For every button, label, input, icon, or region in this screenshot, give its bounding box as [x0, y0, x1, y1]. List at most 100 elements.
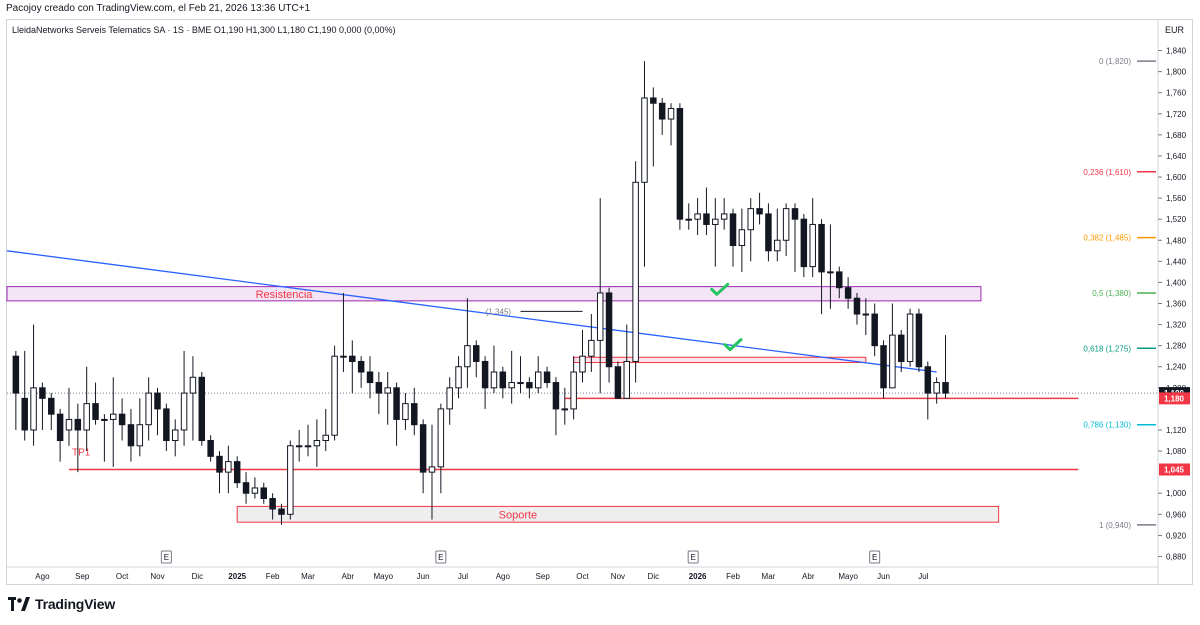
brand-name: TradingView: [35, 596, 116, 612]
time-tick-label-6: Feb: [266, 572, 280, 581]
price-tick-label-5: 1,640: [1166, 152, 1187, 161]
chart-caption: Pacojoy creado con TradingView.com, el F…: [6, 3, 311, 14]
line-label-tp1: TP1: [72, 448, 91, 459]
candle-body-85: [765, 213, 772, 252]
candle-body-101: [906, 313, 914, 362]
candle-body-5: [56, 413, 64, 442]
candle-body-51: [464, 345, 471, 368]
check-icon-0: [710, 282, 730, 296]
price-badge-1: [1159, 392, 1190, 405]
candle-body-46: [419, 424, 427, 473]
candle-body-71: [641, 97, 648, 183]
candle-body-99: [889, 334, 896, 389]
time-tick-label-8: Abr: [342, 572, 355, 581]
earnings-marker-1: [435, 550, 447, 564]
candle-body-27: [251, 487, 259, 494]
candle-body-29: [269, 497, 276, 510]
candle-body-36: [331, 355, 338, 436]
price-tick-label-17: 1,120: [1166, 426, 1187, 435]
price-tick-label-18: 1,080: [1166, 447, 1187, 456]
candle-body-65: [588, 339, 595, 357]
earnings-label-2: E: [691, 553, 696, 562]
price-tick-label-19: 1,000: [1166, 489, 1187, 498]
brand: TradingView: [8, 596, 115, 612]
candle-body-98: [880, 345, 887, 389]
candle-body-17: [163, 408, 170, 442]
candle-body-21: [198, 376, 206, 442]
candle-body-82: [738, 229, 746, 247]
candle-body-28: [260, 487, 268, 499]
earnings-marker-3: [869, 550, 881, 564]
earnings-label-3: E: [872, 553, 877, 562]
candle-body-75: [676, 108, 684, 220]
candle-body-25: [233, 461, 241, 484]
earnings-marker-0: [160, 550, 172, 564]
candle-body-30: [278, 508, 285, 515]
candle-body-15: [145, 392, 152, 426]
candle-body-74: [667, 108, 675, 120]
fib-label-1: 0,236 (1,610): [1083, 168, 1131, 177]
candle-body-14: [136, 424, 144, 447]
zone-label-soporte: Soporte: [499, 509, 538, 521]
candle-body-62: [561, 408, 569, 411]
candle-body-73: [658, 102, 666, 120]
earnings-label-1: E: [438, 553, 443, 562]
candle-body-78: [703, 213, 710, 225]
price-tick-label-9: 1,480: [1166, 236, 1187, 245]
candle-body-13: [127, 424, 135, 447]
zone-label-resistencia: Resistencia: [256, 289, 314, 301]
fib-label-4: 0,618 (1,275): [1083, 344, 1131, 353]
candle-body-79: [712, 218, 719, 225]
price-tick-label-6: 1,600: [1166, 173, 1187, 182]
candle-body-83: [747, 208, 754, 231]
marker-label-1345: (1,345): [486, 307, 512, 316]
price-tick-label-8: 1,520: [1166, 215, 1187, 224]
candle-body-16: [154, 392, 161, 410]
price-tick-label-11: 1,400: [1166, 278, 1187, 287]
zones-layer: Resistencia Soporte: [6, 286, 1000, 523]
time-tick-label-1: Sep: [75, 572, 90, 581]
candle-body-10: [101, 418, 108, 421]
price-tick-label-22: 0,880: [1166, 552, 1187, 561]
candle-body-92: [827, 271, 834, 274]
price-tick-label-2: 1,760: [1166, 89, 1187, 98]
candle-body-47: [428, 466, 436, 473]
candle-body-68: [614, 366, 622, 399]
candle-body-54: [490, 371, 498, 389]
zone-box-soporte: [236, 505, 1000, 523]
candle-body-6: [65, 418, 73, 431]
candle-body-52: [473, 345, 480, 362]
candle-body-48: [437, 408, 445, 468]
chart-frame: [6, 19, 1193, 585]
candle-body-11: [110, 413, 117, 420]
candle-body-8: [83, 403, 90, 431]
time-tick-label-19: Mar: [762, 572, 776, 581]
time-tick-label-0: Ago: [35, 572, 50, 581]
candle-body-89: [800, 218, 808, 268]
time-tick-label-7: Mar: [301, 572, 315, 581]
symbol-legend: LleidaNetworks Serveis Telematics SA · 1…: [12, 25, 396, 35]
currency-label[interactable]: EUR: [1165, 25, 1185, 35]
time-axis: Ago Sep Oct Nov Dic 2025 Feb Mar Abr Mayo Jun Jul Ag…: [7, 566, 1158, 581]
time-tick-label-15: Nov: [611, 572, 625, 581]
time-tick-label-12: Ago: [496, 572, 511, 581]
time-tick-label-14: Oct: [576, 572, 589, 581]
time-tick-label-4: Dic: [192, 572, 204, 581]
candle-body-58: [526, 382, 533, 389]
candle-body-91: [818, 223, 825, 273]
fib-label-5: 0,786 (1,130): [1083, 421, 1131, 430]
candle-body-18: [171, 429, 179, 442]
price-tick-label-10: 1,440: [1166, 257, 1187, 266]
time-tick-label-22: Jun: [877, 572, 890, 581]
price-badge-2: [1159, 463, 1190, 476]
candle-body-105: [942, 382, 949, 394]
candle-body-90: [809, 223, 816, 268]
time-tick-label-16: Dic: [648, 572, 660, 581]
price-tick-label-0: 1,840: [1166, 47, 1187, 56]
candle-body-102: [915, 313, 923, 368]
candle-body-39: [357, 360, 365, 373]
time-tick-label-5: 2025: [228, 572, 246, 581]
price-tick-label-12: 1,360: [1166, 300, 1187, 309]
